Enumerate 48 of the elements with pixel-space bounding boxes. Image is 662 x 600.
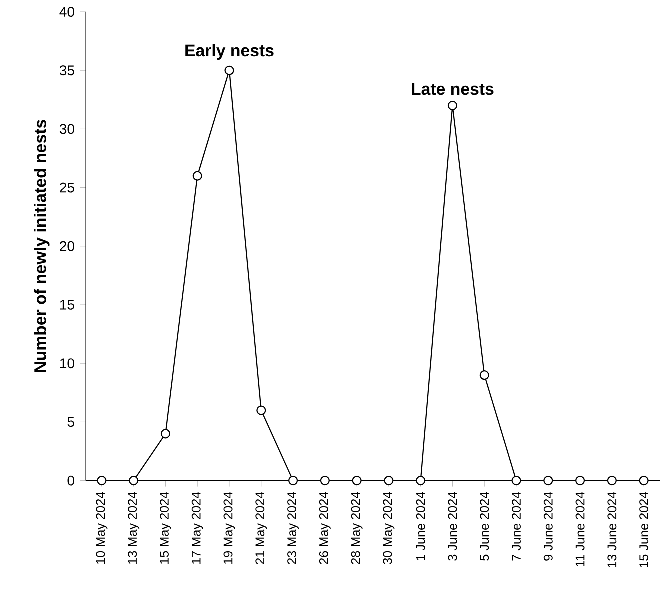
point bbox=[448, 100, 458, 111]
y-tick-label: 15 bbox=[60, 300, 74, 310]
x-tick-label: 21 May 2024 bbox=[256, 492, 268, 564]
x-tick-label: 13 May 2024 bbox=[128, 492, 140, 564]
point bbox=[512, 476, 522, 486]
y-tick-label: 20 bbox=[60, 241, 74, 252]
point bbox=[256, 406, 266, 416]
point bbox=[639, 476, 649, 486]
point bbox=[97, 476, 107, 486]
x-tick-label: 15 May 2024 bbox=[160, 492, 172, 564]
point bbox=[129, 476, 139, 486]
y-tick-label: 10 bbox=[60, 358, 74, 369]
point bbox=[576, 476, 586, 486]
point bbox=[416, 476, 426, 486]
y-tick-label: 40 bbox=[60, 7, 74, 17]
x-tick-label: 11 June 2024 bbox=[576, 492, 585, 567]
point bbox=[607, 476, 617, 486]
point bbox=[160, 429, 171, 439]
point bbox=[320, 476, 330, 486]
x-tick-label: 19 May 2024 bbox=[224, 492, 236, 564]
x-tick-label: 7 June 2024 bbox=[512, 492, 521, 561]
x-tick-label: 10 May 2024 bbox=[96, 492, 108, 564]
y-tick-label: 35 bbox=[60, 66, 74, 76]
y-tick-label: 0 bbox=[68, 476, 74, 486]
point bbox=[480, 370, 490, 380]
y-axis-title: Number of newly initiated nests bbox=[34, 120, 50, 372]
annotation: Late nests bbox=[412, 83, 494, 96]
x-tick-label: 28 May 2024 bbox=[351, 492, 363, 564]
x-tick-label: 30 May 2024 bbox=[383, 492, 395, 564]
x-tick-label: 13 June 2024 bbox=[608, 492, 617, 568]
x-tick-label: 3 June 2024 bbox=[448, 492, 458, 561]
x-tick-label: 5 June 2024 bbox=[480, 492, 490, 561]
x-tick-label: 23 May 2024 bbox=[288, 492, 300, 564]
point bbox=[544, 476, 554, 486]
point bbox=[352, 476, 362, 486]
annotation: Early nests bbox=[186, 44, 274, 60]
y-tick-label: 25 bbox=[60, 182, 74, 193]
point bbox=[288, 476, 298, 486]
x-tick-label: 17 May 2024 bbox=[192, 492, 204, 564]
y-tick-label: 5 bbox=[68, 417, 74, 428]
point bbox=[384, 476, 394, 486]
x-tick-label: 26 May 2024 bbox=[319, 492, 331, 564]
x-tick-label: 15 June 2024 bbox=[640, 492, 649, 568]
point bbox=[224, 66, 234, 76]
x-tick-label: 9 June 2024 bbox=[544, 492, 553, 561]
x-tick-label: 1 June 2024 bbox=[416, 492, 426, 560]
y-tick-label: 30 bbox=[60, 124, 74, 134]
point bbox=[192, 171, 202, 181]
